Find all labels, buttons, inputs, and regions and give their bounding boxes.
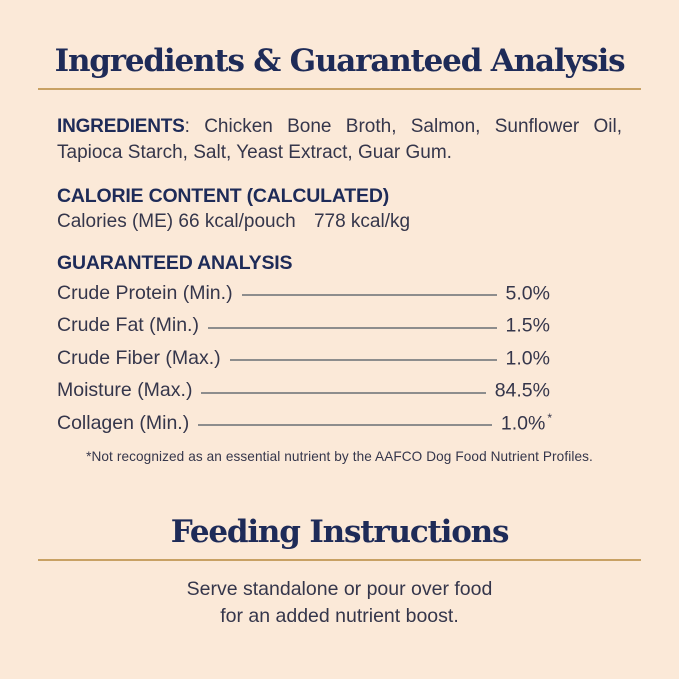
feeding-instructions-text: Serve standalone or pour over food for a… [38, 576, 641, 630]
analysis-row-value: 1.0% [506, 346, 552, 371]
leader-line [207, 326, 497, 329]
ingredients-line-2: Tapioca Starch, Salt, Yeast Extract, Gua… [57, 141, 452, 163]
calorie-content-block: CALORIE CONTENT (CALCULATED) Calories (M… [57, 183, 622, 235]
analysis-row-value: 1.5% [506, 313, 552, 338]
value-text: 84.5% [494, 379, 550, 402]
leader-line [201, 391, 486, 394]
feeding-instructions-title: Feeding Instructions [170, 514, 510, 551]
analysis-row-moisture: Moisture (Max.) 84.5% [57, 374, 552, 407]
gold-divider-bottom [38, 559, 641, 561]
leader-line [229, 359, 497, 361]
ingredients-label: INGREDIENTS [57, 115, 185, 137]
guaranteed-analysis-table: Crude Protein (Min.) 5.0% Crude Fat (Min… [57, 277, 622, 440]
analysis-row-value: 1.0% * [501, 411, 552, 436]
feeding-instructions-section: Feeding Instructions Serve standalone or… [38, 513, 641, 630]
analysis-row-label: Moisture (Max.) [57, 379, 193, 401]
calorie-value-pouch: Calories (ME) 66 kcal/pouch [57, 210, 296, 232]
feeding-text-line-1: Serve standalone or pour over food [186, 578, 493, 600]
value-text: 1.0% [500, 412, 546, 435]
calorie-content-line: Calories (ME) 66 kcal/pouch 778 kcal/kg [57, 209, 622, 235]
leader-line [241, 294, 497, 296]
analysis-row-value: 5.0% [506, 281, 552, 306]
gold-divider-top [38, 87, 641, 90]
leader-line [198, 424, 492, 426]
analysis-row-label: Crude Fiber (Max.) [57, 346, 221, 369]
value-text: 5.0% [505, 282, 550, 305]
footnote-marker: * [547, 410, 552, 425]
ingredients-line-1: INGREDIENTS: Chicken Bone Broth, Salmon,… [57, 114, 622, 140]
analysis-row-label: Crude Protein (Min.) [57, 281, 233, 304]
analysis-row-collagen: Collagen (Min.) 1.0% * [57, 407, 552, 440]
guaranteed-analysis-block: GUARANTEED ANALYSIS Crude Protein (Min.)… [57, 252, 622, 440]
analysis-row-value: 84.5% [495, 378, 552, 403]
guaranteed-analysis-heading: GUARANTEED ANALYSIS [57, 251, 293, 274]
analysis-row-label: Collagen (Min.) [57, 411, 190, 434]
feeding-text-line-2: for an added nutrient boost. [220, 605, 459, 627]
analysis-row-crude-fat: Crude Fat (Min.) 1.5% [57, 309, 552, 342]
value-text: 1.5% [505, 314, 550, 337]
ingredients-line-1-text: : Chicken Bone Broth, Salmon, Sunflower … [184, 115, 622, 137]
value-text: 1.0% [505, 347, 550, 370]
ingredients-paragraph: INGREDIENTS: Chicken Bone Broth, Salmon,… [57, 114, 622, 166]
analysis-row-label: Crude Fat (Min.) [57, 314, 199, 336]
calorie-value-kg: 778 kcal/kg [313, 210, 411, 232]
analysis-row-crude-protein: Crude Protein (Min.) 5.0% [57, 277, 552, 310]
aafco-footnote: *Not recognized as an essential nutrient… [86, 449, 593, 465]
ingredients-content: INGREDIENTS: Chicken Bone Broth, Salmon,… [38, 114, 641, 465]
calorie-content-heading: CALORIE CONTENT (CALCULATED) [57, 184, 390, 207]
ingredients-section-title: Ingredients & Guaranteed Analysis [54, 43, 626, 79]
analysis-row-crude-fiber: Crude Fiber (Max.) 1.0% [57, 342, 552, 375]
